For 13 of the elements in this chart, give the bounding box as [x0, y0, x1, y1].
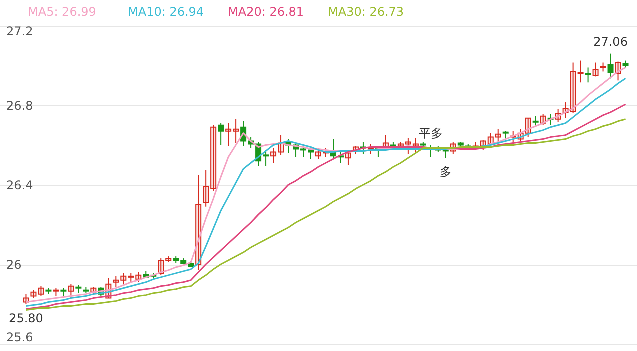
y-tick-label: 25.6	[6, 330, 34, 344]
text: MA5: 26.99	[28, 5, 96, 19]
y-tick-label: 26	[6, 258, 22, 272]
annotation: 25.80	[9, 311, 44, 326]
y-tick-label: 26.4	[6, 178, 34, 192]
annotation: 多	[440, 165, 452, 180]
annotation: 27.06	[594, 34, 628, 49]
annotation: 平多	[418, 126, 443, 140]
text: MA20: 26.81	[228, 5, 304, 19]
y-tick-label: 27.2	[6, 24, 34, 38]
text: MA10: 26.94	[128, 5, 204, 19]
y-tick-label: 26.8	[6, 99, 34, 113]
text: MA30: 26.73	[328, 5, 404, 19]
